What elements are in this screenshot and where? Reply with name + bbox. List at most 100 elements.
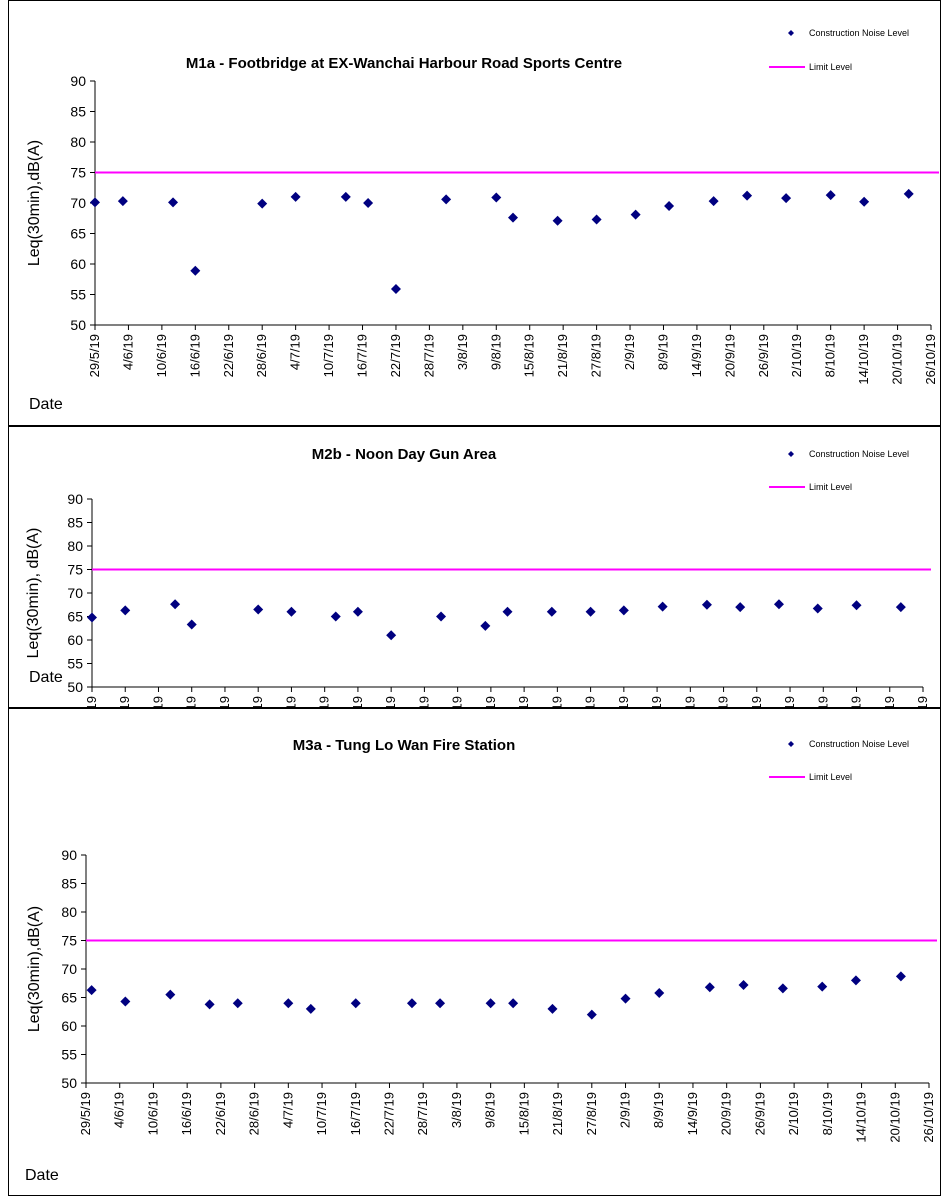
data-point (738, 979, 749, 990)
legend-marker-noise (788, 30, 794, 36)
x-tick-label: 3/8/19 (450, 696, 465, 707)
x-tick-label: 27/8/19 (583, 696, 598, 707)
x-tick-label: 28/6/19 (250, 696, 265, 707)
x-tick-label: 22/7/19 (381, 1092, 396, 1135)
x-tick-label: 4/7/19 (283, 696, 298, 707)
x-tick-label: 26/9/19 (756, 334, 771, 377)
y-tick-label: 50 (67, 679, 83, 695)
data-point (546, 606, 557, 617)
x-tick-label: 27/8/19 (589, 334, 604, 377)
data-point (386, 630, 397, 641)
data-point (168, 197, 179, 208)
x-tick-label: 2/10/19 (789, 334, 804, 377)
data-point (657, 601, 668, 612)
data-point (508, 212, 518, 223)
x-tick-label: 14/10/19 (856, 334, 871, 385)
data-point (340, 191, 351, 202)
legend-marker-noise (788, 741, 794, 747)
x-tick-label: 2/10/19 (782, 696, 797, 707)
data-point (777, 983, 788, 994)
x-tick-label: 20/9/19 (719, 1092, 734, 1135)
data-point (170, 599, 181, 610)
y-tick-label: 55 (67, 656, 83, 672)
data-point (620, 993, 631, 1004)
data-point (654, 987, 665, 998)
data-point (859, 196, 870, 207)
chart-title: M1a - Footbridge at EX-Wanchai Harbour R… (186, 55, 622, 72)
x-tick-label: 22/7/19 (383, 696, 398, 707)
x-tick-label: 29/5/19 (78, 1092, 93, 1135)
y-tick-label: 50 (70, 317, 86, 333)
x-tick-label: 14/9/19 (685, 1092, 700, 1135)
x-tick-label: 8/10/19 (820, 1092, 835, 1135)
x-tick-label: 26/10/19 (921, 1092, 936, 1143)
data-point (552, 215, 563, 226)
x-tick-label: 3/8/19 (455, 334, 470, 370)
data-point (903, 188, 914, 199)
data-point (895, 971, 906, 982)
x-tick-label: 8/10/19 (823, 334, 838, 377)
x-tick-label: 2/9/19 (618, 1092, 633, 1128)
y-tick-label: 70 (67, 585, 83, 601)
x-tick-label: 10/6/19 (154, 334, 169, 377)
data-point (850, 975, 861, 986)
y-tick-label: 80 (61, 904, 77, 920)
x-tick-label: 8/9/19 (649, 696, 664, 707)
data-point (204, 999, 215, 1010)
data-point (86, 985, 97, 996)
y-tick-label: 55 (61, 1047, 77, 1063)
y-axis-label: Leq(30min),dB(A) (26, 140, 43, 266)
data-point (186, 619, 197, 630)
y-tick-label: 60 (61, 1018, 77, 1034)
data-point (735, 602, 746, 613)
x-tick-label: 28/7/19 (421, 334, 436, 377)
legend-label-limit: Limit Level (809, 62, 852, 72)
x-tick-label: 15/8/19 (516, 696, 531, 707)
x-tick-label: 10/6/19 (145, 1092, 160, 1135)
x-axis-label: Date (29, 396, 63, 413)
y-tick-label: 90 (70, 73, 86, 89)
data-point (773, 599, 784, 610)
y-tick-label: 55 (70, 287, 86, 303)
data-point (283, 998, 294, 1009)
data-point (630, 209, 641, 220)
data-point (895, 602, 906, 613)
chart-panel-m1a: M1a - Footbridge at EX-Wanchai Harbour R… (8, 0, 941, 426)
data-point (305, 1003, 316, 1014)
y-tick-label: 65 (70, 226, 86, 242)
data-point (817, 981, 828, 992)
x-tick-label: 10/6/19 (150, 696, 165, 707)
data-point (253, 604, 264, 615)
data-point (742, 190, 753, 201)
data-point (286, 606, 297, 617)
x-tick-label: 14/9/19 (682, 696, 697, 707)
legend-label-limit: Limit Level (809, 482, 852, 492)
x-tick-label: 16/7/19 (355, 334, 370, 377)
legend-marker-noise (788, 451, 794, 457)
data-point (586, 1009, 597, 1020)
data-point (257, 198, 268, 209)
y-tick-label: 70 (61, 961, 77, 977)
x-axis-label: Date (25, 1167, 59, 1184)
x-tick-label: 14/10/19 (854, 1092, 869, 1143)
x-tick-label: 4/6/19 (112, 1092, 127, 1128)
x-tick-label: 22/7/19 (388, 334, 403, 377)
data-point (708, 196, 719, 207)
data-point (406, 998, 417, 1009)
data-point (117, 196, 128, 207)
x-tick-label: 14/9/19 (689, 334, 704, 377)
data-point (701, 599, 712, 610)
x-tick-label: 28/6/19 (254, 334, 269, 377)
data-point (851, 600, 862, 611)
chart-title: M3a - Tung Lo Wan Fire Station (293, 737, 516, 754)
x-tick-label: 21/8/19 (549, 696, 564, 707)
y-tick-label: 80 (70, 134, 86, 150)
data-point (120, 605, 131, 616)
x-tick-label: 20/10/19 (887, 1092, 902, 1143)
y-tick-label: 75 (70, 165, 86, 181)
data-point (664, 201, 675, 212)
x-tick-label: 15/8/19 (522, 334, 537, 377)
data-point (781, 193, 792, 204)
x-tick-label: 26/9/19 (749, 696, 764, 707)
y-tick-label: 90 (67, 491, 83, 507)
